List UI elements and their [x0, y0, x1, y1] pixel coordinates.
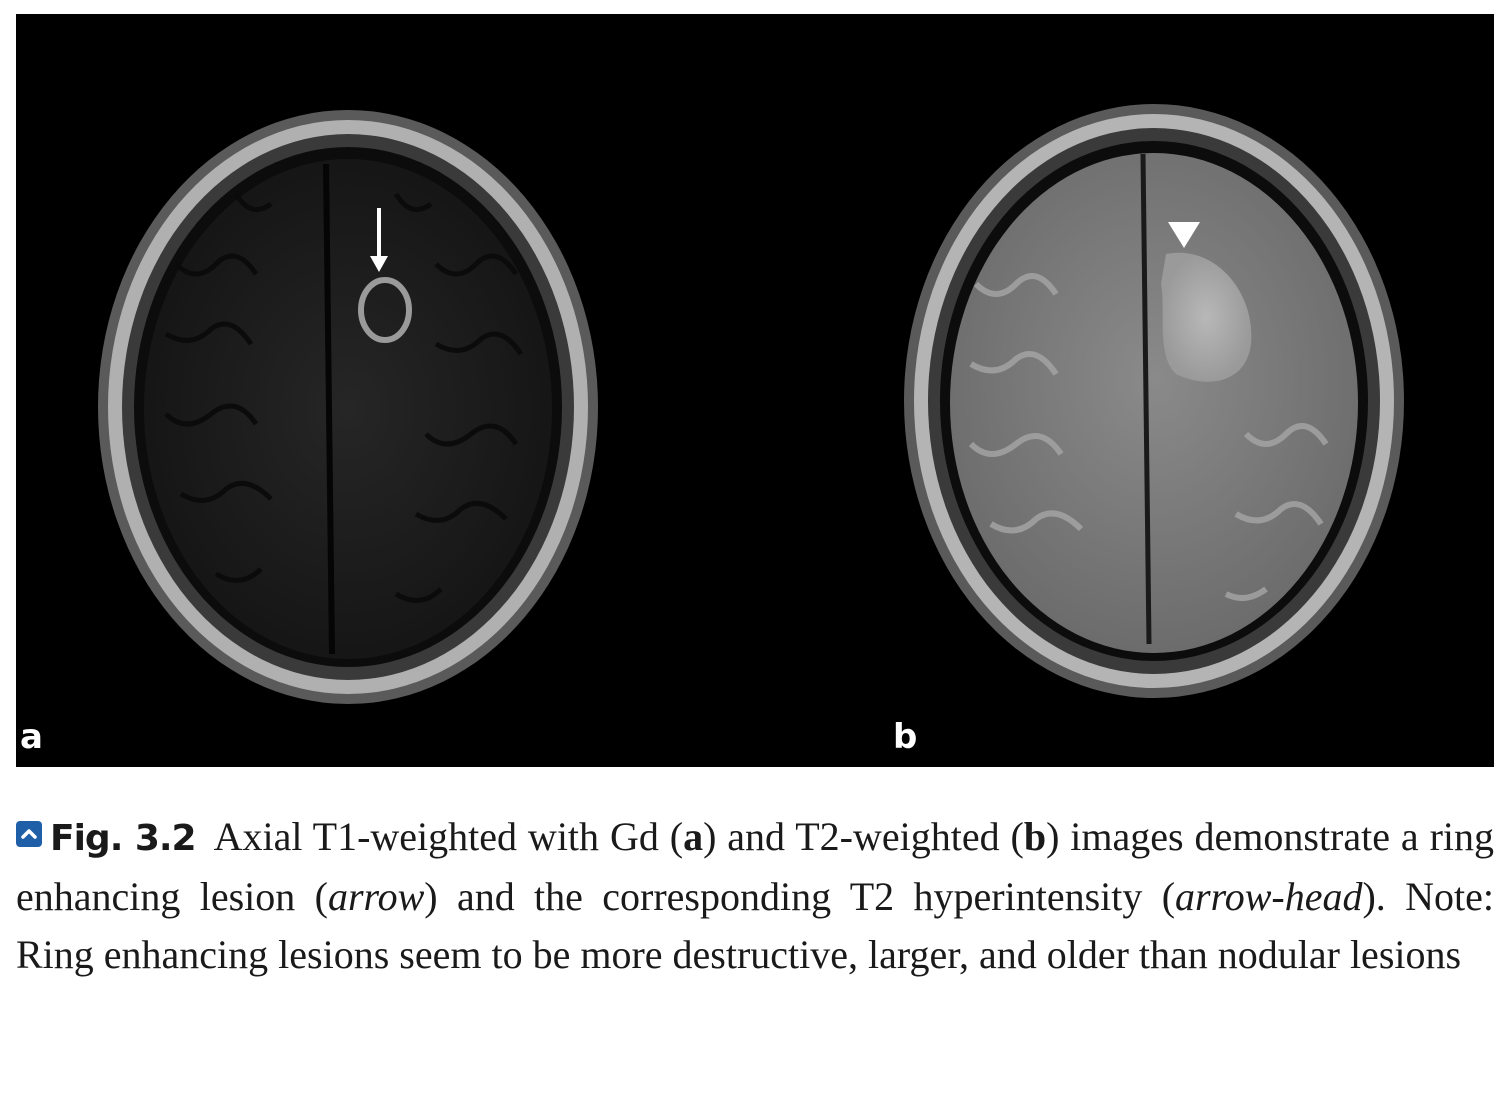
caption-term-arrow: arrow: [327, 874, 425, 919]
caption-text-4: ) and the corresponding T2 hyperintensit…: [424, 874, 1176, 919]
caption-text-2: ) and T2-weighted (: [703, 814, 1024, 859]
caption-text-3: ) images demonstrate a ring enhancing le…: [16, 814, 1494, 919]
figure-caption: Fig. 3.2 Axial T1-weighted with Gd (a) an…: [16, 808, 1494, 984]
caption-term-arrowhead: arrow-head: [1175, 874, 1363, 919]
arrow-icon: [370, 208, 388, 272]
mri-figure: a b: [16, 14, 1494, 767]
panel-label-a: a: [20, 717, 43, 757]
arrowhead-icon: [1168, 222, 1200, 248]
mri-panel-b: [904, 104, 1404, 698]
mri-images: [98, 104, 1404, 704]
caption-text-1: Axial T1-weighted with Gd (: [213, 814, 684, 859]
figure-number: Fig. 3.2: [50, 818, 197, 859]
caption-ref-a: a: [683, 814, 704, 859]
caption-ref-b: b: [1023, 814, 1047, 859]
mri-panel-a: [98, 110, 598, 704]
caption-text-5: ). Note: Ring enhancing lesions seem to …: [16, 874, 1494, 977]
panel-label-b: b: [893, 717, 918, 757]
chevron-up-icon[interactable]: [16, 821, 42, 847]
